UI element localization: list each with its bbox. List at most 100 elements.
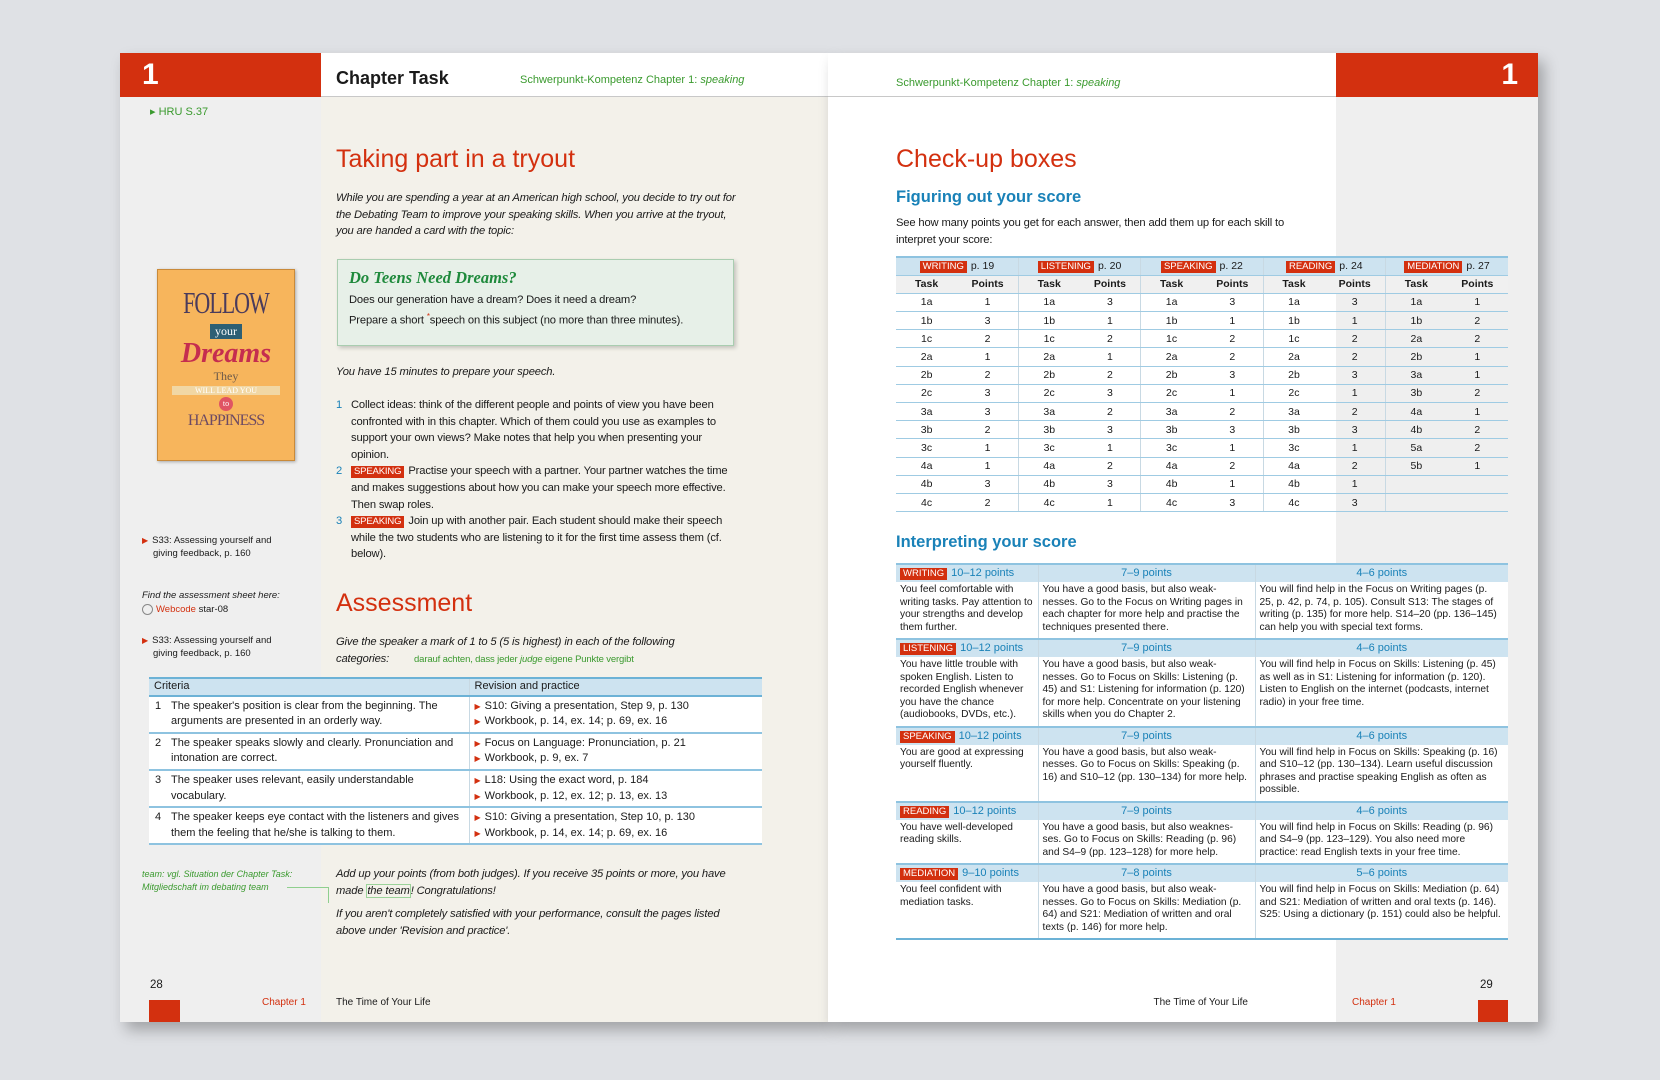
task-cell: 2b xyxy=(1263,366,1325,385)
assessment-intro: Give the speaker a mark of 1 to 5 (5 is … xyxy=(336,634,726,668)
poster-line: your xyxy=(210,324,242,339)
skill-header: MEDIATION p. 27 xyxy=(1385,255,1508,276)
task-cell xyxy=(1385,493,1447,513)
points-cell: 1 xyxy=(1201,438,1264,458)
arrow-icon: ▶ xyxy=(142,536,149,545)
topic-card-line1: Does our generation have a dream? Does i… xyxy=(349,294,637,306)
interpretation-header-row: WRITING 10–12 points 7–9 points 4–6 points xyxy=(896,563,1508,582)
low-advice: You will find help in Focus on Skills: R… xyxy=(1254,819,1508,864)
step-text: Collect ideas: think of the different pe… xyxy=(351,399,716,461)
task-cell: 3a xyxy=(896,402,958,422)
points-range: 10–12 points xyxy=(960,642,1024,654)
webcode-icon xyxy=(142,603,153,615)
skill-header: LISTENING p. 20 xyxy=(1018,255,1142,276)
task-cell: 2a xyxy=(1263,347,1325,367)
points-range: 10–12 points xyxy=(951,567,1015,579)
section-heading-interpreting: Interpreting your score xyxy=(896,533,1077,551)
interpretation-header-row: MEDIATION 9–10 points 7–8 points 5–6 points xyxy=(896,863,1508,882)
task-cell: 3c xyxy=(1263,438,1325,458)
line2-start: Prepare a short xyxy=(349,314,427,327)
points-cell: 1 xyxy=(957,438,1019,458)
skill-header: WRITING p. 19 xyxy=(896,255,1019,276)
note-part: darauf achten, dass jeder xyxy=(414,653,520,665)
skill-page: p. 22 xyxy=(1219,259,1243,272)
task-cell: 1b xyxy=(1263,311,1325,331)
webcode-link[interactable]: Webcode star-08 xyxy=(142,603,228,616)
task-cell: 4b xyxy=(896,475,958,494)
poster-line: HAPPINESS xyxy=(187,412,265,429)
left-page: 1 Chapter Task Schwerpunkt-Kompetenz Cha… xyxy=(120,53,828,1022)
mid-advice: You have a good basis, but also weak-nes… xyxy=(1037,744,1255,802)
points-cell xyxy=(1446,475,1508,494)
section-intro: See how many points you get for each ans… xyxy=(896,217,1285,246)
points-cell: 3 xyxy=(1201,366,1264,385)
teacher-note: darauf achten, dass jeder judge eigene P… xyxy=(414,654,634,665)
task-cell: 4a xyxy=(1140,457,1202,476)
low-advice: You will find help in Focus on Skills: M… xyxy=(1254,882,1508,939)
revision-ref-text: Focus on Language: Pronunciation, p. 21 xyxy=(484,736,686,749)
task-cell: 3b xyxy=(1018,420,1080,440)
points-cell: 1 xyxy=(1079,347,1142,367)
criteria-header: Criteria xyxy=(149,677,469,697)
page-marker xyxy=(149,1000,180,1022)
mid-range-cell: 7–9 points xyxy=(1037,563,1255,582)
high-range-cell: READING 10–12 points xyxy=(896,800,1038,820)
points-cell: 2 xyxy=(1079,366,1142,385)
task-cell: 3a xyxy=(1385,366,1447,385)
criterion-cell: 1 The speaker's position is clear from th… xyxy=(149,695,469,734)
points-cell: 3 xyxy=(1079,475,1142,494)
points-cell: 1 xyxy=(1079,438,1142,458)
score-row: 2c 3 2c 3 2c 1 2c 1 3b 2 xyxy=(896,384,1508,404)
points-range: 10–12 points xyxy=(958,729,1022,742)
points-cell: 3 xyxy=(1324,293,1387,313)
task-cell: 1c xyxy=(1140,329,1202,349)
criterion-cell: 4 The speaker keeps eye contact with the … xyxy=(149,807,469,846)
task-cell: 3c xyxy=(896,438,958,458)
score-table: WRITING p. 19 LISTENING p. 20 SPEAKING p. 22 R… xyxy=(896,255,1508,513)
closing-text-1: Add up your points (from both judges). I… xyxy=(336,866,746,899)
points-cell: 2 xyxy=(1201,457,1264,476)
margin-reference: ▸ HRU S.37 xyxy=(150,106,209,118)
points-cell: 2 xyxy=(1446,384,1508,404)
footer-book-title: The Time of Your Life xyxy=(336,997,431,1008)
points-cell: 1 xyxy=(1446,457,1508,476)
score-row: 1c 2 1c 2 1c 2 1c 2 2a 2 xyxy=(896,329,1508,349)
task-cell: 2c xyxy=(1018,384,1080,404)
interpretation-table: WRITING 10–12 points 7–9 points 4–6 points Y… xyxy=(896,563,1508,940)
low-range-cell: 4–6 points xyxy=(1254,638,1508,657)
criterion-text: The speaker's position is clear from the… xyxy=(171,699,438,728)
points-cell: 2 xyxy=(1079,329,1142,349)
step-number: 1 xyxy=(336,399,343,411)
skill-header: READING p. 24 xyxy=(1263,255,1387,276)
margin-reference-text: HRU S.37 xyxy=(158,106,209,118)
points-cell: 2 xyxy=(957,420,1019,440)
page-number: 29 xyxy=(1480,979,1493,991)
revision-ref: ▶ Workbook, p. 12, ex. 12; p. 13, ex. 13 xyxy=(475,789,758,805)
points-cell: 2 xyxy=(957,366,1019,385)
page-title: Check-up boxes xyxy=(896,145,1077,173)
team-note-part: team: vgl. Situation der xyxy=(142,869,237,879)
high-range-cell: WRITING 10–12 points xyxy=(896,563,1038,582)
task-cell: 4a xyxy=(1018,457,1080,476)
high-advice: You have well-developed reading skills. xyxy=(896,819,1038,864)
points-cell: 1 xyxy=(957,457,1019,476)
points-cell: 1 xyxy=(1079,311,1142,331)
revision-ref-text: S10: Giving a presentation, Step 10, p. … xyxy=(484,811,696,824)
mid-range-cell: 7–9 points xyxy=(1037,638,1255,657)
revision-ref: ▶ Workbook, p. 14, ex. 14; p. 69, ex. 16 xyxy=(475,826,758,842)
mid-advice: You have a good basis, but also weak-nes… xyxy=(1037,582,1255,639)
task-cell: 3a xyxy=(1018,402,1080,422)
mid-advice: You have a good basis, but also weak-nes… xyxy=(1037,882,1255,939)
task-cell: 1c xyxy=(896,329,958,349)
low-advice: You will find help in Focus on Skills: L… xyxy=(1254,657,1508,727)
margin-note-s33: ▶ S33: Assessing yourself and giving feed… xyxy=(142,534,282,560)
points-cell: 3 xyxy=(957,311,1019,331)
task-cell: 2b xyxy=(896,366,958,385)
task-cell: 1b xyxy=(896,311,958,331)
low-range-cell: 4–6 points xyxy=(1254,725,1508,745)
score-row: 3b 2 3b 3 3b 3 3b 3 4b 2 xyxy=(896,420,1508,440)
points-cell: 1 xyxy=(957,347,1019,367)
task-cell: 1b xyxy=(1140,311,1202,331)
task-cell: 1b xyxy=(1385,311,1447,331)
high-range-cell: LISTENING 10–12 points xyxy=(896,638,1038,657)
